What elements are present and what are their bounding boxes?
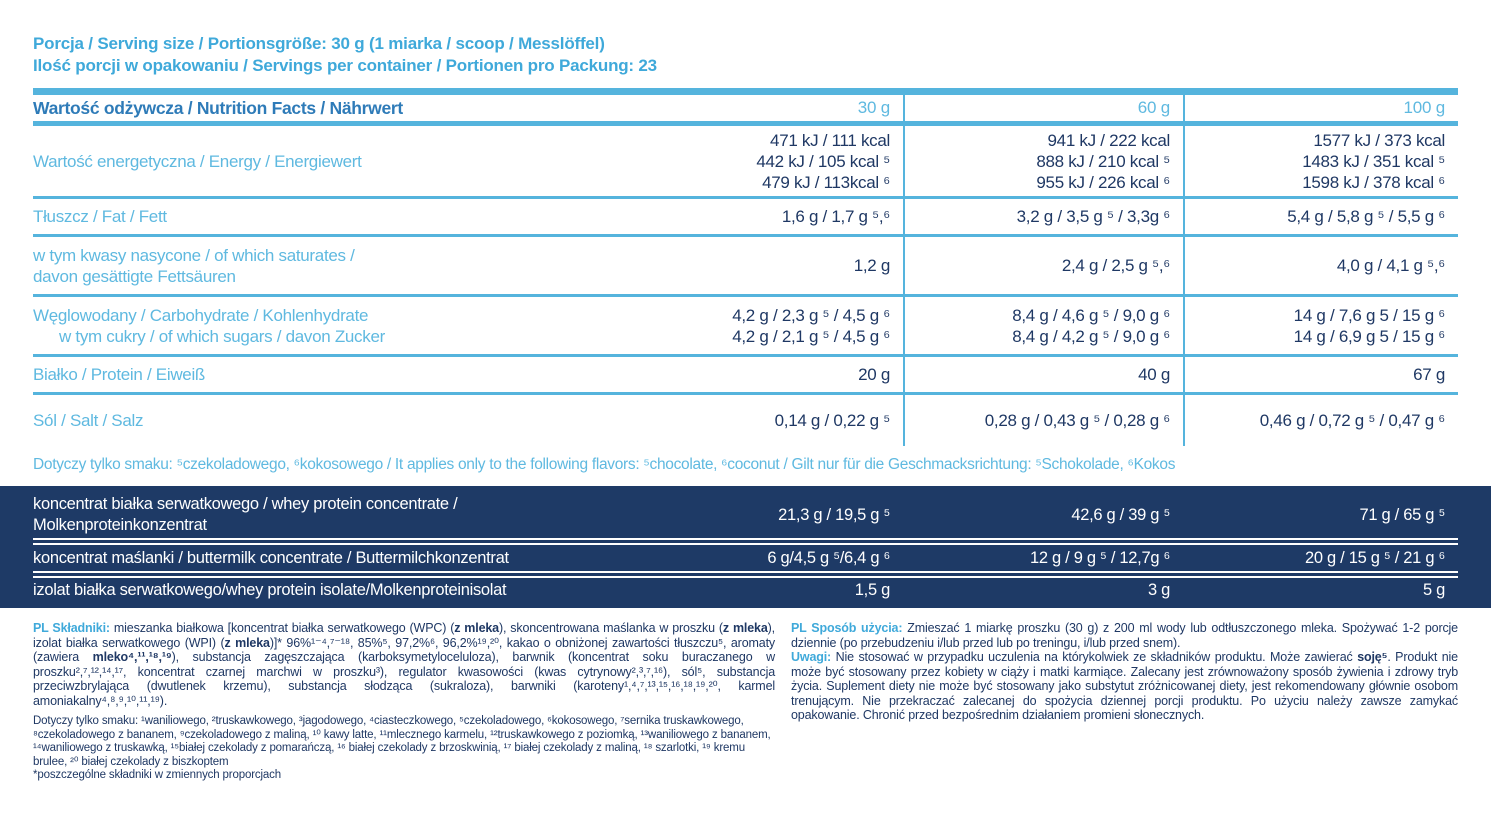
- table-row: koncentrat białka serwatkowego / whey pr…: [33, 492, 1458, 538]
- value-60g: 2,4 g / 2,5 g ⁵,⁶: [1061, 256, 1170, 275]
- servings-per-container-line: Ilość porcji w opakowaniu / Servings per…: [33, 56, 657, 75]
- table-row: Węglowodany / Carbohydrate / Kohlenhydra…: [33, 294, 1458, 354]
- text-segment: ), skoncentrowana maślanka w proszku (: [498, 621, 723, 635]
- table-row: Sól / Salt / Salz 0,14 g / 0,22 g ⁵ 0,28 g…: [33, 392, 1458, 446]
- value-100g: 4,0 g / 4,1 g ⁵,⁶: [1336, 256, 1445, 275]
- value-100g: 5 g: [1422, 580, 1445, 599]
- value-100g: 67 g: [1413, 365, 1445, 384]
- row-label: izolat białka serwatkowego/whey protein …: [33, 580, 507, 599]
- value-60g: 40 g: [1138, 365, 1170, 384]
- value-60g: 3,2 g / 3,5 g ⁵ / 3,3g ⁶: [1016, 207, 1171, 226]
- value-100g: 20 g / 15 g ⁵ / 21 g ⁶: [1304, 548, 1445, 567]
- notes-paragraph: Uwagi: Nie stosować w przypadku uczuleni…: [791, 650, 1458, 723]
- row-label: koncentrat białka serwatkowego / whey pr…: [33, 495, 458, 534]
- value-60g: 0,28 g / 0,43 g ⁵ / 0,28 g ⁶: [984, 411, 1171, 430]
- section-prefix: Uwagi:: [791, 650, 832, 664]
- row-label: Wartość energetyczna / Energy / Energiew…: [33, 151, 362, 171]
- text-segment: Dotyczy tylko smaku: ¹waniliowego, ²trus…: [33, 715, 771, 768]
- row-label: Węglowodany / Carbohydrate / Kohlenhydra…: [33, 305, 385, 346]
- table-row: Wartość energetyczna / Energy / Energiew…: [33, 126, 1458, 196]
- column-header-30g: 30 g: [857, 98, 890, 117]
- text-segment: z mleka: [224, 635, 270, 650]
- value-60g: 12 g / 9 g ⁵ / 12,7g ⁶: [1029, 548, 1170, 567]
- column-header-100g: 100 g: [1403, 98, 1445, 117]
- row-separator: [33, 538, 1458, 545]
- row-label: Sól / Salt / Salz: [33, 411, 144, 430]
- text-segment: . Produkt nie może być stosowany przez k…: [791, 650, 1458, 722]
- text-segment: )]* 96%¹⁻⁴,⁷⁻¹⁸, 85%⁵, 97,2%⁶, 96,2%¹⁹,²…: [33, 635, 775, 665]
- table-header-row: Wartość odżywcza / Nutrition Facts / Näh…: [33, 95, 1458, 126]
- table-row: izolat białka serwatkowego/whey protein …: [33, 578, 1458, 602]
- flavors-footnote: Dotyczy tylko smaku: ¹waniliowego, ²trus…: [33, 715, 775, 783]
- ingredients-paragraph: PL Składniki: mieszanka białkowa [koncen…: [33, 621, 775, 708]
- text-segment: z mleka: [722, 621, 768, 635]
- value-30g: 471 kJ / 111 kcal 442 kJ / 105 kcal ⁵ 479 …: [756, 130, 890, 192]
- table-row: koncentrat maślanki / buttermilk concent…: [33, 545, 1458, 571]
- text-segment: Zmieszać 1 miarkę proszku (30 g) z 200 m…: [791, 621, 1458, 650]
- value-30g: 21,3 g / 19,5 g ⁵: [778, 505, 890, 524]
- footer-right-column: PL Sposób użycia: Zmieszać 1 miarkę pros…: [791, 621, 1458, 783]
- column-header-60g: 60 g: [1137, 98, 1170, 117]
- value-30g: 1,5 g: [854, 580, 891, 599]
- ingredient-content-table: koncentrat białka serwatkowego / whey pr…: [0, 486, 1491, 608]
- column-divider-1: [903, 95, 905, 446]
- text-segment: ), izolat białka serwatkowego (WPI) (: [33, 621, 775, 650]
- text-segment: ), substancja zagęszczająca (karboksymet…: [33, 650, 775, 708]
- footer: PL Składniki: mieszanka białkowa [koncen…: [33, 621, 1458, 783]
- table-header-main: Wartość odżywcza / Nutrition Facts / Näh…: [33, 98, 903, 119]
- value-30g: 4,2 g / 2,3 g ⁵ / 4,5 g ⁶ 4,2 g / 2,1 g ⁵…: [732, 305, 890, 346]
- value-100g: 1577 kJ / 373 kcal 1483 kJ / 351 kcal ⁵ 15…: [1302, 130, 1445, 192]
- section-prefix: PL Składniki:: [33, 621, 110, 635]
- value-60g: 8,4 g / 4,6 g ⁵ / 9,0 g ⁶ 8,4 g / 4,2 g ⁵…: [1012, 305, 1170, 346]
- serving-info: Porcja / Serving size / Portionsgröße: 3…: [33, 0, 1458, 77]
- nutrition-rows: Wartość energetyczna / Energy / Energiew…: [33, 126, 1458, 446]
- row-label: Białko / Protein / Eiweiß: [33, 365, 206, 384]
- table-title: Wartość odżywcza / Nutrition Facts / Näh…: [33, 97, 403, 118]
- serving-size-line: Porcja / Serving size / Portionsgröße: 3…: [33, 34, 605, 53]
- value-60g: 42,6 g / 39 g ⁵: [1071, 505, 1170, 524]
- value-60g: 941 kJ / 222 kcal 888 kJ / 210 kcal ⁵ 955 …: [1036, 130, 1170, 192]
- value-100g: 5,4 g / 5,8 g ⁵ / 5,5 g ⁶: [1287, 207, 1445, 226]
- table-row: Białko / Protein / Eiweiß 20 g 40 g 67 g: [33, 354, 1458, 392]
- value-30g: 20 g: [858, 365, 890, 384]
- row-label: w tym kwasy nasycone / of which saturate…: [33, 245, 355, 286]
- value-30g: 6 g/4,5 g ⁵/6,4 g ⁶: [767, 548, 890, 567]
- value-30g: 1,6 g / 1,7 g ⁵,⁶: [781, 207, 890, 226]
- value-100g: 14 g / 7,6 g 5 / 15 g ⁶ 14 g / 6,9 g 5 / …: [1293, 305, 1446, 346]
- table-row: Tłuszcz / Fat / Fett 1,6 g / 1,7 g ⁵,⁶ 3,2…: [33, 196, 1458, 234]
- text-segment: Nie stosować w przypadku uczulenia na kt…: [831, 650, 1358, 664]
- text-segment: z mleka: [454, 621, 499, 635]
- nutrition-table: Wartość odżywcza / Nutrition Facts / Näh…: [33, 88, 1458, 446]
- column-divider-2: [1183, 95, 1185, 446]
- flavor-note: Dotyczy tylko smaku: ⁵czekoladowego, ⁶ko…: [33, 456, 1176, 473]
- value-60g: 3 g: [1147, 580, 1170, 599]
- section-prefix: PL Sposób użycia:: [791, 621, 903, 635]
- value-100g: 71 g / 65 g ⁵: [1359, 505, 1445, 524]
- value-30g: 1,2 g: [853, 256, 891, 275]
- row-separator: [33, 571, 1458, 578]
- text-segment: soję⁵: [1357, 650, 1388, 664]
- usage-paragraph: PL Sposób użycia: Zmieszać 1 miarkę pros…: [791, 621, 1458, 650]
- row-label: koncentrat maślanki / buttermilk concent…: [33, 548, 509, 567]
- table-row: w tym kwasy nasycone / of which saturate…: [33, 234, 1458, 294]
- value-30g: 0,14 g / 0,22 g ⁵: [774, 411, 891, 430]
- text-segment: mleko⁴,¹¹,¹⁸,¹⁹: [92, 650, 172, 664]
- text-segment: *poszczególne składniki w zmiennych prop…: [33, 769, 281, 781]
- table-top-bar: [33, 88, 1458, 95]
- value-100g: 0,46 g / 0,72 g ⁵ / 0,47 g ⁶: [1259, 411, 1446, 430]
- text-segment: mieszanka białkowa [koncentrat białka se…: [109, 621, 455, 635]
- row-label: Tłuszcz / Fat / Fett: [33, 207, 167, 226]
- ingredient-rows: koncentrat białka serwatkowego / whey pr…: [33, 492, 1458, 602]
- table-body: Wartość odżywcza / Nutrition Facts / Näh…: [33, 95, 1458, 446]
- footer-left-column: PL Składniki: mieszanka białkowa [koncen…: [33, 621, 775, 783]
